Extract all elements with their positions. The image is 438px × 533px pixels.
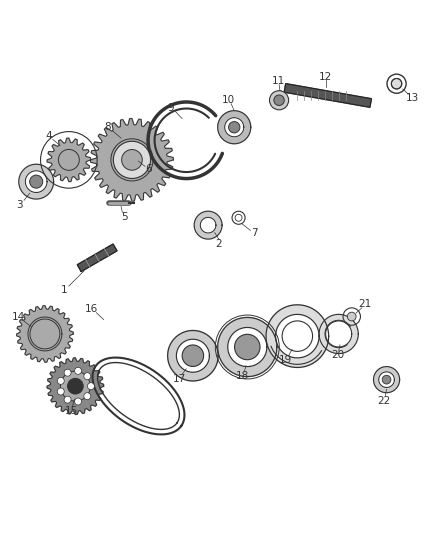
Circle shape [67, 378, 83, 394]
Circle shape [229, 122, 240, 133]
Text: 6: 6 [145, 164, 152, 174]
Polygon shape [34, 322, 56, 345]
Text: 1: 1 [61, 286, 68, 295]
Circle shape [60, 372, 90, 401]
Text: 10: 10 [222, 95, 235, 105]
Text: 22: 22 [377, 395, 391, 406]
Text: 2: 2 [215, 239, 223, 249]
Polygon shape [91, 118, 173, 201]
Polygon shape [28, 317, 62, 351]
Circle shape [64, 369, 71, 376]
Circle shape [235, 334, 260, 360]
Circle shape [64, 396, 71, 403]
Text: 5: 5 [121, 212, 127, 222]
Polygon shape [284, 84, 371, 107]
Polygon shape [276, 314, 319, 358]
Text: 4: 4 [45, 131, 52, 141]
Circle shape [30, 319, 60, 349]
Polygon shape [225, 118, 244, 137]
Circle shape [74, 367, 81, 374]
Polygon shape [194, 211, 222, 239]
Polygon shape [47, 358, 104, 415]
Polygon shape [319, 314, 358, 353]
Circle shape [111, 139, 153, 181]
Circle shape [113, 141, 151, 179]
Text: 15: 15 [64, 406, 78, 416]
Text: 13: 13 [406, 93, 419, 103]
Circle shape [182, 345, 204, 367]
Text: 11: 11 [272, 76, 285, 86]
Text: 8: 8 [105, 122, 111, 132]
Circle shape [84, 373, 91, 379]
Polygon shape [266, 305, 328, 367]
Circle shape [88, 383, 95, 390]
Text: 17: 17 [172, 374, 186, 384]
Circle shape [74, 398, 81, 405]
Polygon shape [200, 217, 216, 233]
Polygon shape [77, 244, 117, 271]
Circle shape [269, 91, 289, 110]
Text: 20: 20 [331, 350, 344, 360]
Circle shape [58, 149, 79, 171]
Text: 19: 19 [279, 355, 292, 365]
Text: 16: 16 [85, 304, 99, 314]
Circle shape [347, 312, 356, 321]
Text: 12: 12 [319, 72, 332, 82]
Circle shape [84, 393, 91, 400]
Circle shape [274, 95, 284, 106]
Polygon shape [374, 367, 399, 393]
Polygon shape [218, 111, 251, 144]
Text: 14: 14 [12, 312, 25, 321]
Polygon shape [379, 372, 394, 387]
Circle shape [30, 175, 43, 188]
Polygon shape [47, 138, 91, 182]
Circle shape [391, 78, 402, 89]
Circle shape [382, 375, 391, 384]
Polygon shape [325, 321, 352, 347]
Text: 3: 3 [16, 200, 23, 209]
Polygon shape [168, 330, 218, 381]
Polygon shape [228, 327, 267, 367]
Polygon shape [177, 339, 209, 372]
Polygon shape [218, 318, 277, 377]
Polygon shape [17, 305, 73, 362]
Circle shape [57, 388, 64, 395]
Text: 9: 9 [168, 103, 174, 113]
Text: 7: 7 [251, 228, 258, 238]
Text: 18: 18 [236, 371, 249, 381]
Polygon shape [19, 164, 53, 199]
Circle shape [57, 377, 64, 384]
Text: 21: 21 [359, 300, 372, 309]
Polygon shape [25, 171, 47, 192]
Circle shape [122, 150, 142, 170]
